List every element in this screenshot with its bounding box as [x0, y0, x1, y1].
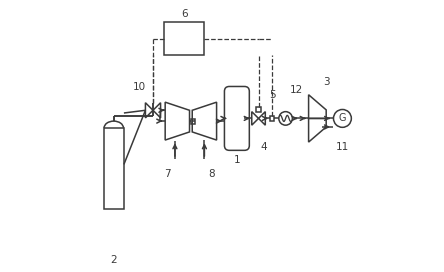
Bar: [103, 128, 124, 209]
Text: 2: 2: [111, 255, 117, 265]
Text: 10: 10: [133, 82, 146, 92]
Text: 8: 8: [208, 169, 214, 179]
Text: G: G: [339, 113, 346, 123]
Bar: [164, 22, 204, 55]
Text: 11: 11: [336, 142, 349, 152]
Text: 6: 6: [181, 9, 187, 19]
Text: 7: 7: [165, 169, 171, 179]
Bar: [256, 107, 261, 112]
Text: 1: 1: [234, 155, 240, 165]
Text: 4: 4: [261, 142, 267, 152]
Bar: [190, 119, 195, 123]
Bar: [270, 116, 274, 121]
Text: 3: 3: [323, 77, 329, 87]
Text: 12: 12: [290, 85, 303, 95]
Text: 5: 5: [269, 90, 275, 100]
